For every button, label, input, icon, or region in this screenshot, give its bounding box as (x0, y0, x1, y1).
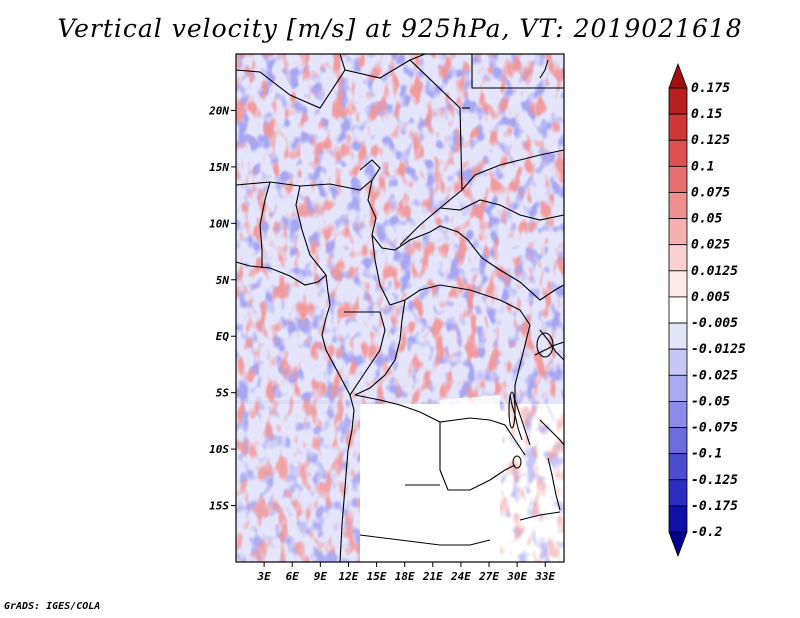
lon-tick-label: 15E (367, 570, 387, 583)
colorbar-swatch (668, 270, 688, 298)
lon-tick-label: 18E (395, 570, 415, 583)
lat-tick-label: 20N (208, 104, 229, 117)
lon-tick-label: 24E (450, 570, 471, 583)
colorbar-swatch (668, 505, 688, 533)
map-frame (235, 53, 565, 563)
lat-tick-label: 5S (216, 387, 230, 400)
velocity-field (236, 54, 564, 562)
colorbar-swatch (668, 322, 688, 350)
colorbar-label: -0.175 (691, 499, 738, 514)
colorbar-swatch (668, 348, 688, 376)
colorbar-label: -0.05 (691, 394, 730, 409)
colorbar-swatch (668, 244, 688, 272)
colorbar-swatch (668, 401, 688, 428)
country-borders (236, 54, 564, 562)
lon-tick-label: 6E (286, 570, 300, 583)
colorbar-label: -0.1 (691, 447, 722, 462)
lon-tick-label: 30E (506, 570, 527, 583)
colorbar-swatch (668, 374, 688, 402)
lat-tick-label: 15N (209, 161, 229, 174)
colorbar-label: -0.125 (691, 473, 738, 488)
lat-tick-label: 5N (216, 274, 230, 287)
map-title: Vertical velocity [m/s] at 925hPa, VT: 2… (57, 14, 743, 43)
colorbar-swatch (668, 531, 688, 558)
lat-tick-label: EQ (216, 330, 230, 343)
colorbar-label: -0.2 (691, 525, 722, 540)
lat-tick-label: 15S (209, 500, 229, 513)
colorbar-label: 0.175 (691, 81, 730, 96)
colorbar-label: 0.1 (691, 159, 714, 174)
colorbar-label: 0.025 (691, 238, 730, 253)
colorbar-swatch (668, 479, 688, 507)
colorbar-label: -0.025 (691, 368, 738, 383)
colorbar-swatch (668, 139, 688, 167)
colorbar-swatch (668, 192, 688, 219)
colorbar-swatch (668, 218, 688, 246)
lon-tick-label: 3E (256, 570, 271, 583)
colorbar-label: -0.005 (691, 316, 738, 331)
colorbar-swatch (668, 453, 688, 481)
lon-tick-label: 12E (339, 570, 359, 583)
lon-tick-label: 27E (478, 570, 499, 583)
colorbar-swatch (668, 87, 688, 115)
colorbar-swatch (668, 113, 688, 141)
colorbar-swatch (668, 62, 688, 89)
colorbar-label: -0.075 (691, 421, 738, 436)
software-credit: GrADS: IGES/COLA (4, 601, 101, 612)
lon-tick-label: 21E (422, 570, 443, 583)
lon-tick-label: 33E (534, 570, 555, 583)
colorbar: 0.175 0.15 0.125 0.1 0.075 0.05 0.025 0.0125 0.0… (668, 62, 746, 558)
latitude-axis: 20N 15N 10N 5N EQ 5S 10S 15S (208, 104, 236, 513)
colorbar-swatch (668, 427, 688, 455)
colorbar-label: 0.125 (691, 133, 730, 148)
colorbar-label: 0.075 (691, 185, 730, 200)
lat-tick-label: 10S (209, 443, 229, 456)
colorbar-swatch (668, 165, 688, 193)
colorbar-label: 0.0125 (691, 264, 738, 279)
colorbar-label: -0.0125 (691, 342, 746, 357)
colorbar-label: 0.005 (691, 290, 730, 305)
lon-tick-label: 9E (314, 570, 328, 583)
colorbar-label: 0.15 (691, 107, 722, 122)
lat-tick-label: 10N (209, 217, 229, 230)
colorbar-label: 0.05 (691, 212, 722, 227)
longitude-axis: 3E 6E 9E 12E 15E 18E 21E 24E 27E 30E 33E (256, 562, 556, 583)
colorbar-swatch (668, 296, 688, 324)
